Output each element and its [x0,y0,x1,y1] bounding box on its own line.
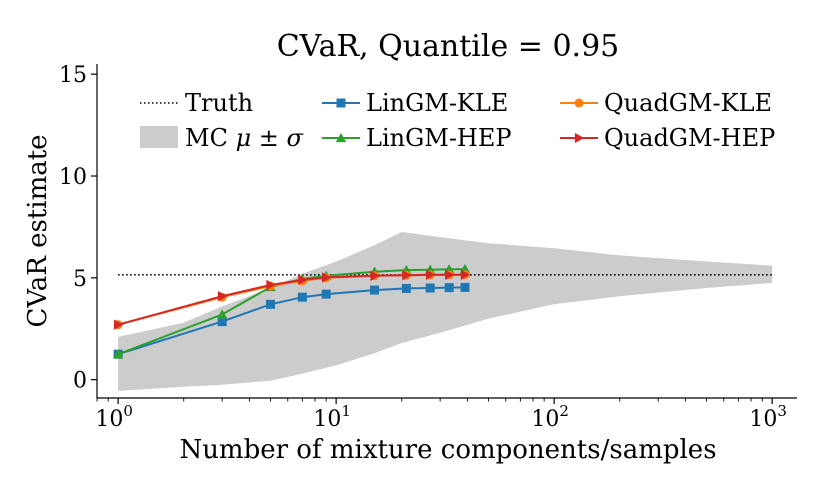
series-line-lingm-kle [117,286,466,356]
data-point-quadgm-hep [445,269,455,280]
data-point-lingm-kle [297,292,307,302]
legend-label: LinGM-HEP [366,124,512,152]
data-point-quadgm-hep [113,319,124,330]
legend-label: QuadGM-HEP [604,124,775,152]
mc-band [118,232,773,391]
x-tick-label: 101 [313,402,351,432]
legend-entry-quadgm-kle: QuadGM-KLE [560,89,772,117]
data-point-lingm-kle [460,282,470,292]
data-point-lingm-kle [370,285,380,295]
y-tick-label: 10 [59,165,87,190]
data-point-quadgm-hep [460,269,471,280]
axes [96,64,797,399]
legend-entry-lingm-hep: LinGM-HEP [322,124,512,152]
series-quadgm-hep [113,269,471,330]
series-lingm-kle [113,282,470,359]
y-tick-label: 5 [73,267,87,292]
legend-swatch-marker [574,132,585,144]
legend: Truth MC μ ± σ LinGM-KLE LinGM-HEP QuadGM-KL… [140,89,775,152]
ticks-layer: 0 5 10 15 100 101 102 103 [59,63,787,432]
legend-label: QuadGM-KLE [604,89,772,117]
data-point-quadgm-hep [322,272,332,283]
data-point-quadgm-hep [266,279,276,291]
legend-label: LinGM-KLE [366,89,508,117]
data-point-quadgm-hep [218,290,228,302]
series-line-lingm-hep [117,268,466,356]
x-tick-label: 100 [95,402,133,432]
x-tick-label: 103 [749,402,787,432]
data-point-lingm-kle [266,299,276,309]
data-point-quadgm-hep [370,270,380,281]
x-tick-label: 102 [531,402,569,432]
data-point-lingm-hep [112,349,124,359]
data-point-lingm-kle [444,283,454,293]
y-axis-label: CVaR estimate [23,134,53,327]
legend-mc-label: MC μ ± σ [185,124,304,152]
legend-swatch-marker [336,98,346,108]
y-tick-label: 0 [73,369,87,394]
mc-band-layer [118,232,773,391]
chart-title: CVaR, Quantile = 0.95 [277,29,620,64]
data-point-quadgm-hep [402,270,412,281]
data-point-quadgm-hep [298,274,308,286]
legend-mc-swatch [140,126,178,148]
data-point-quadgm-hep [426,269,436,280]
data-point-lingm-kle [425,283,435,293]
legend-swatch-marker [335,132,347,143]
x-axis-label: Number of mixture components/samples [179,435,716,465]
data-point-lingm-kle [217,317,227,327]
legend-entry-lingm-kle: LinGM-KLE [322,89,508,117]
data-point-lingm-hep [216,309,228,319]
data-point-lingm-kle [321,289,331,299]
series-line-quadgm-hep [117,273,465,326]
legend-entry-quadgm-hep: QuadGM-HEP [560,124,775,152]
y-tick-label: 15 [59,63,87,88]
legend-swatch-marker [574,98,584,108]
legend-truth-label: Truth [185,89,253,117]
data-point-lingm-kle [401,283,411,293]
series-layer [112,263,471,359]
